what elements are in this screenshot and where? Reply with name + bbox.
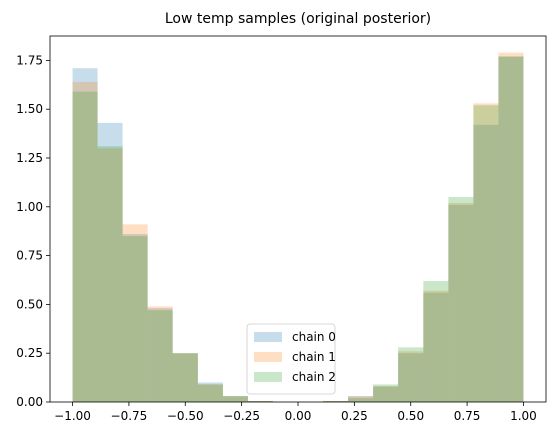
bar-series-0-bin-16 — [473, 124, 499, 402]
bar-series-1-bin-14 — [423, 290, 449, 402]
x-tick-label: 0.75 — [454, 409, 481, 423]
x-tick-label: 0.25 — [341, 409, 368, 423]
y-tick-label: 0.50 — [16, 297, 43, 311]
y-tick-label: 1.50 — [16, 102, 43, 116]
bar-series-1-bin-13 — [398, 351, 424, 402]
legend-swatch-2 — [254, 372, 282, 382]
bar-series-1-bin-7 — [247, 401, 273, 402]
y-tick-label: 1.75 — [16, 53, 43, 67]
bar-series-0-bin-6 — [222, 396, 248, 402]
plot-frame — [49, 35, 547, 403]
bar-series-2-bin-1 — [97, 146, 123, 402]
x-tick-label: −0.50 — [167, 409, 204, 423]
bar-series-1-bin-0 — [72, 81, 98, 402]
bar-series-1-bin-15 — [448, 202, 474, 402]
x-tick-label: −1.00 — [54, 409, 91, 423]
x-tick-label: 0.00 — [285, 409, 312, 423]
bar-series-2-bin-3 — [147, 310, 173, 402]
bar-series-1-bin-11 — [348, 396, 374, 402]
bar-series-1-bin-3 — [147, 306, 173, 402]
bar-series-2-bin-16 — [473, 105, 499, 403]
y-tick-label: 1.25 — [16, 151, 43, 165]
bar-series-2-bin-15 — [448, 197, 474, 402]
bar-series-2-bin-4 — [172, 353, 198, 402]
bar-series-1-bin-4 — [172, 353, 198, 402]
chart-title: Low temp samples (original posterior) — [165, 11, 431, 27]
x-tick-label: 0.50 — [397, 409, 424, 423]
bar-series-2-bin-7 — [247, 401, 273, 402]
bar-series-0-bin-17 — [498, 56, 524, 402]
bar-series-2-bin-2 — [122, 236, 148, 402]
bar-series-0-bin-12 — [373, 386, 399, 402]
x-tick-label: −0.75 — [111, 409, 148, 423]
bar-series-1-bin-16 — [473, 103, 499, 403]
bar-series-2-bin-5 — [197, 384, 223, 402]
legend: chain 0 chain 1 chain 2 — [246, 323, 336, 395]
legend-label-0: chain 0 — [292, 330, 336, 344]
bar-series-1-bin-10 — [323, 401, 349, 402]
bar-series-0-bin-2 — [122, 234, 148, 402]
bar-series-0-bin-1 — [97, 122, 123, 402]
bar-series-0-bin-4 — [172, 353, 198, 402]
bar-series-1-bin-6 — [222, 396, 248, 402]
legend-swatch-1 — [254, 352, 282, 362]
bars-layer — [72, 52, 524, 403]
x-axis-ticks: −1.00 −0.75 −0.50 −0.25 0.00 0.25 0.50 0.75 1.00 — [54, 402, 537, 423]
bar-series-0-bin-14 — [423, 292, 449, 402]
y-tick-label: 0.00 — [16, 395, 43, 409]
bar-series-1-bin-2 — [122, 224, 148, 402]
bar-series-2-bin-12 — [373, 384, 399, 402]
y-axis-ticks: 0.00 0.25 0.50 0.75 1.00 1.25 1.50 1.75 — [16, 53, 50, 409]
bar-series-2-bin-11 — [348, 398, 374, 402]
bar-series-2-bin-17 — [498, 56, 524, 402]
bar-series-2-bin-14 — [423, 280, 449, 402]
bar-series-0-bin-7 — [247, 401, 273, 402]
bar-series-0-bin-5 — [197, 382, 223, 402]
bar-series-1-bin-12 — [373, 386, 399, 402]
x-tick-label: −0.25 — [223, 409, 260, 423]
bar-series-0-bin-3 — [147, 308, 173, 402]
legend-swatch-0 — [254, 332, 282, 342]
x-tick-label: 1.00 — [510, 409, 537, 423]
bar-series-2-bin-0 — [72, 91, 98, 403]
bar-series-2-bin-6 — [222, 396, 248, 402]
y-tick-label: 0.25 — [16, 346, 43, 360]
bar-series-0-bin-13 — [398, 353, 424, 402]
y-tick-label: 0.75 — [16, 249, 43, 263]
legend-label-1: chain 1 — [292, 350, 336, 364]
bar-series-1-bin-17 — [498, 52, 524, 402]
y-tick-label: 1.00 — [16, 200, 43, 214]
legend-label-2: chain 2 — [292, 370, 336, 384]
bar-series-0-bin-0 — [72, 68, 98, 402]
bar-series-0-bin-15 — [448, 204, 474, 402]
bar-series-1-bin-5 — [197, 384, 223, 402]
legend-box — [246, 323, 336, 395]
bar-series-0-bin-10 — [323, 401, 349, 402]
bar-series-2-bin-13 — [398, 347, 424, 402]
bar-series-0-bin-11 — [348, 396, 374, 402]
bar-series-1-bin-1 — [97, 148, 123, 402]
bar-series-2-bin-10 — [323, 401, 349, 402]
